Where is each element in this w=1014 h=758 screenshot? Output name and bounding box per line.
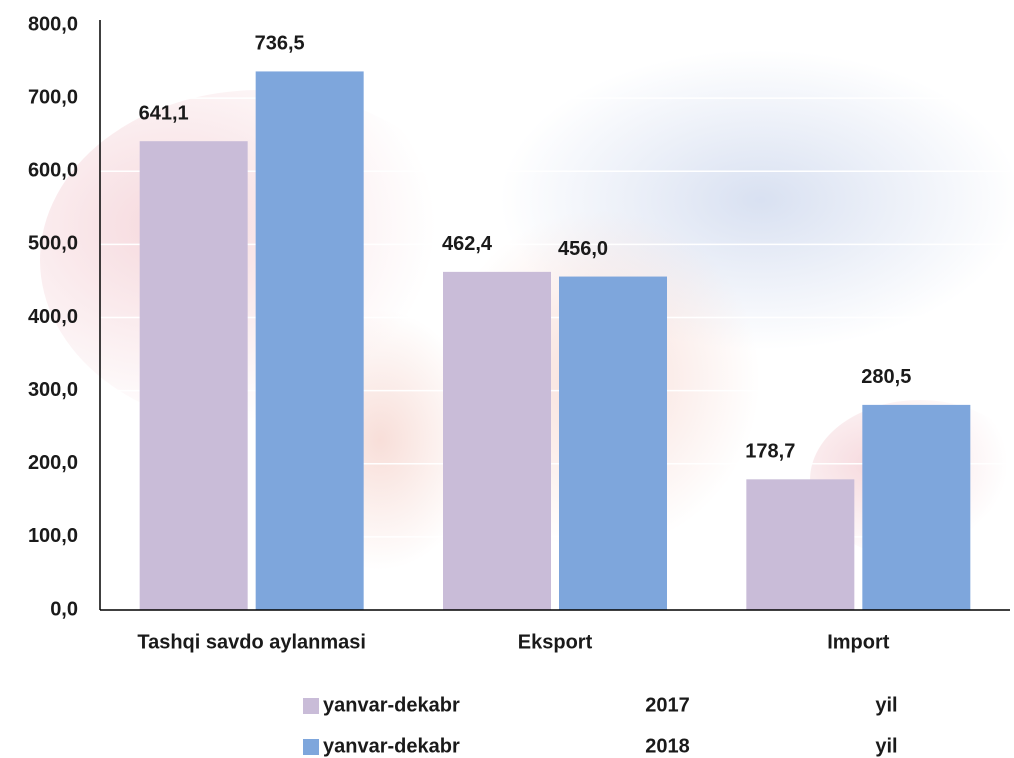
y-tick-label: 100,0	[28, 525, 78, 547]
value-label: 736,5	[255, 33, 305, 55]
value-label: 641,1	[139, 102, 189, 124]
y-tick-label: 0,0	[50, 598, 78, 620]
bar	[862, 404, 971, 610]
bar	[139, 141, 248, 610]
value-label: 462,4	[442, 233, 493, 255]
legend-swatch	[303, 739, 319, 755]
y-tick-label: 200,0	[28, 452, 78, 474]
x-tick-label: Eksport	[518, 631, 593, 653]
y-tick-label: 800,0	[28, 13, 78, 35]
y-tick-label: 600,0	[28, 160, 78, 182]
value-label: 280,5	[861, 366, 911, 388]
value-label: 178,7	[745, 441, 795, 463]
legend-label: yanvar-dekabr 2017 yil	[323, 694, 898, 716]
bar	[746, 479, 855, 610]
bar	[443, 271, 551, 610]
y-tick-label: 400,0	[28, 306, 78, 328]
bar	[255, 71, 364, 610]
value-label: 456,0	[558, 238, 608, 260]
y-tick-label: 300,0	[28, 379, 78, 401]
x-tick-label: Import	[827, 631, 890, 653]
bar	[559, 276, 667, 610]
y-tick-label: 700,0	[28, 86, 78, 108]
legend-swatch	[303, 698, 319, 714]
x-tick-label: Tashqi savdo aylanmasi	[137, 631, 366, 653]
legend-label: yanvar-dekabr 2018 yil	[323, 735, 898, 757]
y-tick-label: 500,0	[28, 233, 78, 255]
